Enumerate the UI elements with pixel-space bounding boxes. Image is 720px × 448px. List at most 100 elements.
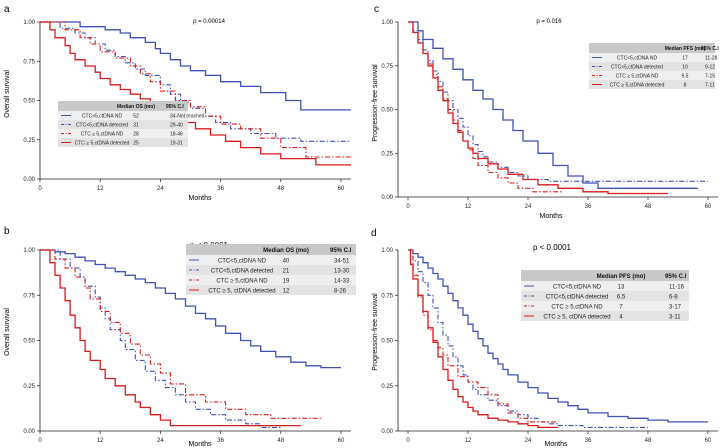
x-tick-label: 12 (465, 204, 472, 210)
km-curve-2 (408, 249, 648, 428)
chart-d: 0.00 0.25 0.50 0.75 1.00 0 12 24 36 48 60 Median PF… (381, 248, 718, 444)
table-header-bg (589, 43, 715, 53)
x-tick-label: 48 (277, 186, 284, 192)
panel-c-ylabel: Progression-free survival (372, 64, 379, 142)
table-ci-value: 7-15 (705, 74, 715, 80)
table-group-name: CTC ≥ 5,ctDNA ND (551, 305, 603, 311)
table-median-value: 12 (283, 289, 290, 295)
table-ci-value: 34-Not reached (170, 114, 205, 120)
x-tick-label: 12 (465, 438, 472, 444)
km-curve-3 (40, 21, 351, 158)
table-header-median: Median OS (mo) (263, 248, 309, 254)
median-table: Median OS (mo) 95% C.I CTC<5,ctDNA ND 52 34-… (58, 101, 205, 147)
table-header-bg (58, 101, 188, 111)
panel-d-xlabel: Months (545, 441, 568, 448)
panel-d-ylabel: Progression-free survival (372, 293, 379, 371)
table-median-value: 25 (133, 141, 139, 147)
y-tick-label: 0.25 (23, 384, 35, 390)
table-header-ci: 95% C.I (665, 274, 687, 280)
km-curve-4 (40, 21, 351, 166)
y-tick-label: 1.00 (23, 20, 35, 26)
x-tick-label: 0 (406, 204, 410, 210)
table-median-value: 40 (283, 259, 290, 265)
table-ci-value: 18-46 (170, 132, 183, 138)
y-tick-label: 0.75 (381, 293, 393, 299)
table-header-median: Median PFS (mo) (597, 274, 646, 280)
km-curve-3 (408, 21, 563, 193)
km-curve-4 (40, 249, 301, 427)
x-tick-label: 24 (157, 438, 164, 444)
panel-a: a p = 0.00014 Overall survival Months (4, 4, 226, 202)
table-median-value: 28 (133, 132, 139, 138)
chart-c: 0.00 0.25 0.50 0.75 1.00 0 12 24 36 48 60 Median PF… (381, 20, 719, 210)
x-tick-label: 24 (157, 186, 164, 192)
table-group-name: CTC<5,ctDNA detected (211, 269, 274, 275)
km-curve-1 (40, 21, 351, 111)
table-median-value: 19 (283, 279, 290, 285)
y-tick-label: 0.25 (23, 138, 35, 144)
panel-a-ylabel: Overall survival (4, 70, 11, 118)
chart-b: 0.00 0.25 0.50 0.75 1.00 0 12 24 36 48 60 Median OS… (23, 244, 356, 444)
table-group-name: CTC ≥ 5,ctDNA detected (610, 83, 665, 89)
panel-c-xlabel: Months (540, 213, 563, 220)
panel-c-letter: c (374, 4, 379, 15)
x-tick-label: 36 (585, 204, 592, 210)
y-tick-label: 0.00 (23, 429, 35, 435)
table-row-bg (58, 129, 188, 138)
table-ci-value: 3-17 (669, 305, 682, 311)
median-table: Median OS (mo) 95% C.I CTC<5,ctDNA ND 40 34-… (186, 244, 356, 295)
panel-a-xlabel: Months (189, 195, 212, 202)
table-group-name: CTC<5,ctDNA ND (553, 285, 602, 291)
table-ci-value: 13-30 (334, 269, 350, 275)
table-median-value: 4 (619, 315, 623, 321)
table-ci-value: 14-33 (334, 279, 350, 285)
y-tick-label: 0.50 (381, 108, 393, 114)
table-row-bg (589, 53, 715, 62)
table-group-name: CTC<5,ctDNA ND (218, 259, 267, 265)
km-curve-1 (408, 21, 698, 189)
x-tick-label: 12 (97, 186, 104, 192)
x-tick-label: 24 (525, 438, 532, 444)
table-ci-value: 11-16 (669, 285, 685, 291)
x-tick-label: 48 (645, 204, 652, 210)
table-row-bg (521, 291, 689, 301)
table-row-bg (589, 80, 715, 89)
table-row-bg (589, 71, 715, 80)
median-table: Median PFS (mo) 95% C.I CTC<5,ctDNA ND 13 11… (521, 270, 689, 321)
y-tick-label: 0.25 (381, 151, 393, 157)
panel-c: c p = 0.016 Progression-free survival Mo… (372, 4, 563, 220)
x-tick-label: 0 (38, 186, 42, 192)
y-tick-label: 0.75 (23, 59, 35, 65)
x-tick-label: 60 (338, 186, 345, 192)
panel-a-pvalue: p = 0.00014 (193, 19, 226, 25)
panel-b-ylabel: Overall survival (4, 308, 11, 356)
panel-a-letter: a (4, 4, 10, 15)
table-row-bg (186, 265, 356, 275)
x-tick-label: 0 (38, 438, 42, 444)
y-tick-label: 0.50 (23, 339, 35, 345)
table-row-bg (521, 301, 689, 311)
table-header-ci: 95% C.I (330, 248, 352, 254)
table-row-bg (521, 281, 689, 291)
km-curve-1 (408, 249, 708, 423)
table-median-value: 9.5 (682, 74, 689, 80)
table-median-value: 31 (133, 123, 139, 129)
table-row-bg (186, 275, 356, 285)
table-ci-value: 11-28 (705, 56, 718, 62)
x-tick-label: 36 (217, 438, 224, 444)
panel-d-pvalue: p < 0.0001 (533, 243, 572, 252)
table-median-value: 8 (684, 83, 687, 89)
y-tick-label: 1.00 (381, 248, 393, 254)
x-tick-label: 36 (217, 186, 224, 192)
y-tick-label: 0.75 (381, 64, 393, 70)
table-header-ci: 95% C.I (701, 46, 719, 52)
x-tick-label: 12 (97, 438, 104, 444)
panel-d: d p < 0.0001 Progression-free survival M… (371, 228, 572, 448)
table-group-name: CTC ≥ 5,ctDNA ND (81, 132, 124, 138)
table-ci-value: 29-40 (170, 123, 183, 129)
table-median-value: 6.5 (617, 295, 626, 301)
table-ci-value: 6-8 (669, 295, 678, 301)
y-tick-label: 0.75 (23, 293, 35, 299)
table-ci-value: 9-12 (705, 65, 715, 71)
